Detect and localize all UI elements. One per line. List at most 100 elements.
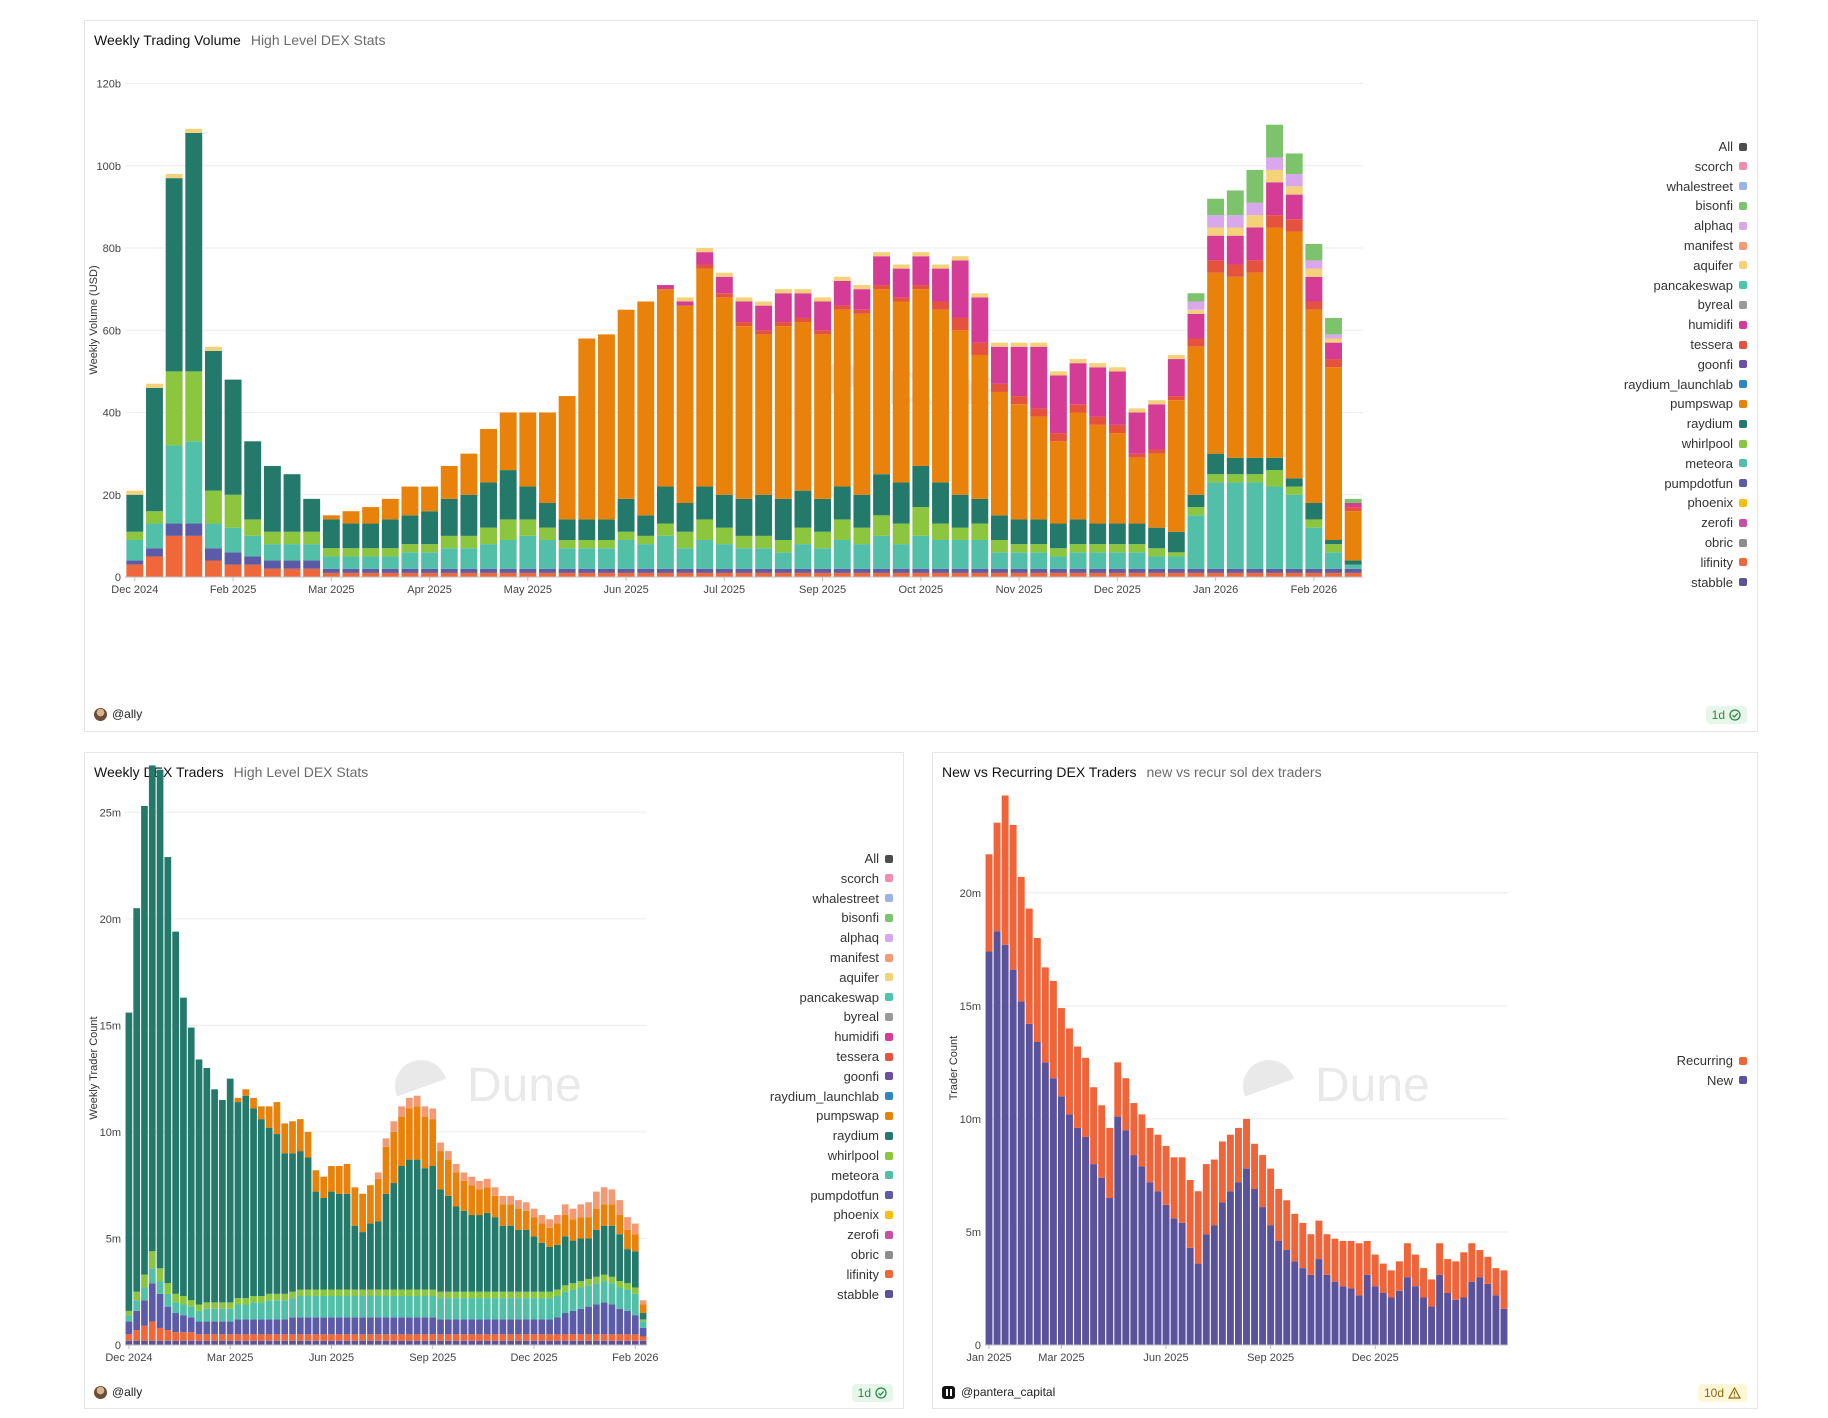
legend-item-raydium_launchlab[interactable]: raydium_launchlab — [1624, 377, 1747, 392]
legend-item-meteora[interactable]: meteora — [831, 1168, 893, 1183]
volume-subtitle[interactable]: High Level DEX Stats — [250, 32, 386, 48]
legend-label: raydium_launchlab — [769, 1088, 879, 1104]
bar-pumpdotfun — [794, 568, 812, 573]
bar-pumpdotfun — [187, 1317, 195, 1333]
bar-stabble — [304, 1340, 312, 1345]
legend-item-whirlpool[interactable]: whirlpool — [1682, 436, 1747, 451]
legend-item-tessera[interactable]: tessera — [836, 1049, 893, 1064]
legend-item-zerofi[interactable]: zerofi — [847, 1227, 893, 1242]
legend-item-All[interactable]: All — [1719, 139, 1747, 154]
bar-pumpdotfun — [585, 1306, 592, 1335]
bar-pumpdotfun — [263, 560, 281, 569]
bar-meteora — [226, 1308, 234, 1322]
legend-item-goonfi[interactable]: goonfi — [844, 1069, 893, 1084]
legend-item-humidifi[interactable]: humidifi — [834, 1029, 893, 1044]
newrec-freshness-badge[interactable]: 10d — [1697, 1384, 1747, 1402]
legend-item-scorch[interactable]: scorch — [841, 871, 893, 886]
legend-item-phoenix[interactable]: phoenix — [833, 1207, 893, 1222]
legend-item-tessera[interactable]: tessera — [1690, 337, 1747, 352]
bar-bisonfi — [1285, 153, 1303, 175]
y-tick-label: 0 — [975, 1340, 981, 1352]
bar-pumpdotfun — [530, 1319, 538, 1335]
traders-author[interactable]: @ally — [94, 1385, 142, 1399]
bar-meteora — [1266, 486, 1284, 569]
legend-item-humidifi[interactable]: humidifi — [1688, 317, 1747, 332]
legend-item-raydium[interactable]: raydium — [1687, 416, 1747, 431]
bar-raydium — [303, 498, 321, 532]
bar-lifinity — [382, 1334, 390, 1341]
bar-stabble — [265, 1340, 273, 1345]
bar-lifinity — [367, 1334, 374, 1341]
volume-freshness-badge[interactable]: 1d — [1705, 706, 1747, 724]
legend-swatch — [1739, 518, 1747, 527]
bar-humidifi — [1226, 235, 1244, 265]
legend-item-alphaq[interactable]: alphaq — [1694, 218, 1747, 233]
legend-item-goonfi[interactable]: goonfi — [1698, 357, 1747, 372]
traders-subtitle[interactable]: High Level DEX Stats — [233, 764, 369, 780]
bar-raydium — [234, 1102, 242, 1299]
bar-New — [985, 951, 993, 1345]
bar-pumpswap — [656, 289, 674, 487]
legend-item-stabble[interactable]: stabble — [1691, 575, 1747, 590]
bar-lifinity — [141, 1325, 148, 1341]
legend-item-obric[interactable]: obric — [851, 1247, 893, 1262]
bar-humidifi — [1089, 367, 1107, 417]
bar-raydium — [250, 1108, 257, 1296]
volume-title[interactable]: Weekly Trading Volume — [94, 32, 241, 48]
legend-item-meteora[interactable]: meteora — [1685, 456, 1747, 471]
bar-whirlpool — [382, 1289, 390, 1296]
bar-lifinity — [351, 1334, 359, 1341]
legend-item-whalestreet[interactable]: whalestreet — [1667, 179, 1747, 194]
legend-item-New[interactable]: New — [1707, 1073, 1747, 1088]
bar-lifinity — [273, 1334, 281, 1341]
legend-item-aquifer[interactable]: aquifer — [1693, 258, 1747, 273]
legend-item-lifinity[interactable]: lifinity — [1700, 555, 1747, 570]
legend-item-Recurring[interactable]: Recurring — [1677, 1053, 1747, 1068]
legend-label: lifinity — [846, 1266, 879, 1282]
legend-item-stabble[interactable]: stabble — [837, 1287, 893, 1302]
bar-pumpswap — [398, 1117, 405, 1167]
volume-author[interactable]: @ally — [94, 707, 142, 721]
bar-stabble — [460, 1340, 468, 1345]
legend-item-aquifer[interactable]: aquifer — [839, 970, 893, 985]
traders-freshness-badge[interactable]: 1d — [851, 1384, 893, 1402]
legend-item-pumpswap[interactable]: pumpswap — [816, 1108, 893, 1123]
legend-item-phoenix[interactable]: phoenix — [1687, 495, 1747, 510]
volume-author-name: @ally — [112, 707, 143, 721]
legend-item-zerofi[interactable]: zerofi — [1701, 515, 1747, 530]
bar-pumpdotfun — [1128, 568, 1146, 573]
legend-label: pancakeswap — [799, 989, 880, 1005]
legend-item-pumpswap[interactable]: pumpswap — [1670, 396, 1747, 411]
legend-item-obric[interactable]: obric — [1705, 535, 1747, 550]
legend-item-All[interactable]: All — [865, 851, 893, 866]
legend-item-pumpdotfun[interactable]: pumpdotfun — [1664, 476, 1747, 491]
bar-raydium — [468, 1215, 476, 1292]
legend-item-scorch[interactable]: scorch — [1695, 159, 1747, 174]
bar-raydium — [546, 1246, 553, 1292]
legend-item-bisonfi[interactable]: bisonfi — [1695, 198, 1747, 213]
legend-item-raydium[interactable]: raydium — [833, 1128, 893, 1143]
bar-pumpdotfun — [460, 568, 478, 573]
legend-item-whalestreet[interactable]: whalestreet — [813, 891, 893, 906]
legend-item-alphaq[interactable]: alphaq — [840, 930, 893, 945]
legend-item-pancakeswap[interactable]: pancakeswap — [799, 989, 893, 1005]
legend-item-pumpdotfun[interactable]: pumpdotfun — [810, 1188, 893, 1203]
legend-item-pancakeswap[interactable]: pancakeswap — [1654, 278, 1747, 293]
legend-item-byreal[interactable]: byreal — [844, 1009, 893, 1024]
newrec-author[interactable]: @pantera_capital — [942, 1385, 1055, 1399]
legend-item-whirlpool[interactable]: whirlpool — [828, 1148, 893, 1163]
x-tick-label: Mar 2025 — [1038, 1352, 1084, 1364]
legend-item-bisonfi[interactable]: bisonfi — [841, 910, 893, 925]
legend-item-manifest[interactable]: manifest — [1684, 238, 1747, 253]
legend-item-byreal[interactable]: byreal — [1698, 297, 1747, 312]
bar-raydium — [656, 486, 674, 524]
newrec-subtitle[interactable]: new vs recur sol dex traders — [1146, 764, 1322, 780]
legend-item-lifinity[interactable]: lifinity — [846, 1267, 893, 1282]
bar-Recurring — [1114, 1062, 1122, 1117]
newrec-title[interactable]: New vs Recurring DEX Traders — [942, 764, 1137, 780]
bar-raydium — [452, 1206, 460, 1292]
bar-meteora — [912, 535, 930, 569]
bar-aquifer — [1010, 342, 1028, 347]
legend-item-raydium_launchlab[interactable]: raydium_launchlab — [770, 1089, 893, 1104]
legend-item-manifest[interactable]: manifest — [830, 950, 893, 965]
